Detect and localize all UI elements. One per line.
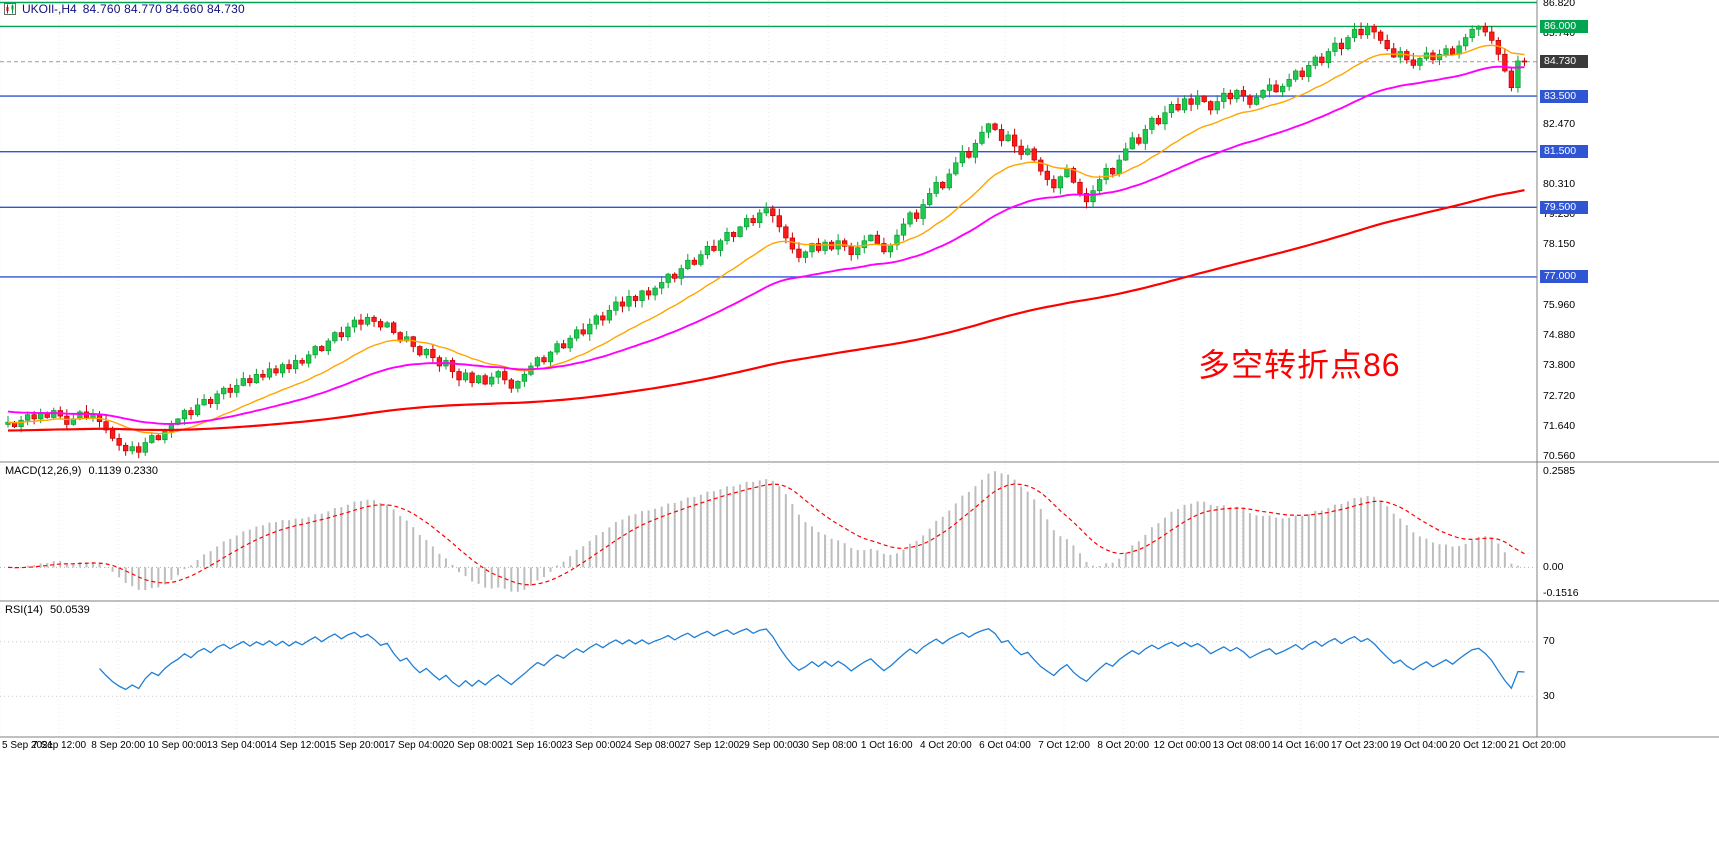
macd-signal-line	[7, 483, 1525, 586]
price-tick: 86.820	[1543, 0, 1576, 10]
macd-histogram	[13, 471, 1526, 592]
time-axis-label: 23 Sep 00:00	[561, 740, 621, 751]
horizontal-levels	[0, 1, 1537, 278]
price-tick: 78.150	[1543, 238, 1576, 251]
price-tick: 82.470	[1543, 118, 1576, 131]
rsi-line	[99, 628, 1525, 691]
chart-icon	[4, 3, 16, 15]
macd-label: MACD(12,26,9) 0.1139 0.2330	[5, 465, 162, 477]
time-axis-label: 17 Sep 04:00	[384, 740, 444, 751]
time-axis-label: 14 Sep 12:00	[265, 740, 326, 751]
time-axis-label: 13 Oct 08:00	[1212, 740, 1271, 751]
price-level-badge: 79.500	[1540, 200, 1588, 214]
candlestick-series	[5, 22, 1528, 459]
price-level-badge: 86.000	[1540, 19, 1588, 33]
price-scale: 86.820 85.740 82.470 80.310 79.230 78.150 75.9…	[1538, 0, 1719, 761]
symbol-info-bar: UKOIl-,H4 84.760 84.770 84.660 84.730	[4, 2, 245, 16]
time-axis-label: 13 Sep 04:00	[206, 740, 267, 751]
price-tick: 80.310	[1543, 178, 1576, 191]
price-tick: 74.880	[1543, 329, 1576, 342]
time-axis-label: 10 Sep 00:00	[147, 740, 208, 751]
ma-medium	[7, 65, 1525, 425]
rsi-level-30: 30	[1543, 689, 1555, 702]
time-axis-label: 20 Oct 12:00	[1449, 740, 1507, 751]
time-axis-label: 24 Sep 08:00	[620, 740, 681, 751]
time-axis-label: 7 Sep 12:00	[32, 740, 87, 751]
symbol-title: UKOIl-,H4	[22, 2, 77, 16]
price-level-badge: 81.500	[1540, 145, 1588, 159]
time-axis-label: 20 Sep 08:00	[443, 740, 503, 751]
macd-scale-zero: 0.00	[1543, 561, 1564, 574]
macd-name: MACD(12,26,9)	[5, 465, 82, 477]
price-level-badge: 83.500	[1540, 89, 1588, 103]
time-axis-label: 29 Sep 00:00	[738, 740, 799, 751]
time-axis-label: 27 Sep 12:00	[679, 740, 740, 751]
macd-values: 0.1139 0.2330	[88, 465, 159, 477]
time-axis-label: 1 Oct 16:00	[860, 740, 913, 751]
rsi-value: 50.0539	[49, 604, 90, 616]
ohlc-readout: 84.760 84.770 84.660 84.730	[82, 2, 245, 16]
time-axis-label: 6 Oct 04:00	[979, 740, 1031, 751]
price-tick: 70.560	[1543, 449, 1576, 462]
macd-scale-max: 0.2585	[1543, 465, 1576, 477]
price-tick: 73.800	[1543, 359, 1576, 372]
time-axis-label: 7 Oct 12:00	[1038, 740, 1090, 751]
time-axis-label: 19 Oct 04:00	[1390, 740, 1448, 751]
time-axis-label: 8 Sep 20:00	[91, 740, 146, 751]
time-axis-label: 8 Oct 20:00	[1097, 740, 1150, 751]
time-axis-label: 12 Oct 00:00	[1153, 740, 1211, 751]
time-axis: 5 Sep 2021 7 Sep 12:00 8 Sep 20:00 10 Sep 0…	[0, 740, 1719, 756]
price-tick: 75.960	[1543, 299, 1576, 312]
ma-slow	[7, 189, 1525, 432]
trend-annotation[interactable]: 多空转折点86	[1198, 347, 1401, 383]
rsi-level-70: 70	[1543, 635, 1555, 648]
time-axis-label: 5 Sep 2021	[2, 740, 54, 751]
time-axis-label: 14 Oct 16:00	[1271, 740, 1330, 751]
time-axis-label: 17 Oct 23:00	[1331, 740, 1389, 751]
current-price-badge: 84.730	[1540, 55, 1588, 69]
macd-scale-min: -0.1516	[1543, 587, 1579, 599]
price-tick: 72.720	[1543, 389, 1576, 402]
rsi-label: RSI(14) 50.0539	[5, 604, 94, 616]
price-level-badge: 77.000	[1540, 270, 1588, 284]
time-axis-label: 4 Oct 20:00	[919, 740, 972, 751]
ma-fast	[7, 44, 1525, 435]
price-tick: 71.640	[1543, 419, 1576, 432]
time-axis-label: 21 Oct 20:00	[1508, 740, 1566, 751]
time-axis-label: 21 Sep 16:00	[502, 740, 562, 751]
rsi-name: RSI(14)	[5, 604, 43, 616]
time-axis-label: 30 Sep 08:00	[797, 740, 858, 751]
time-axis-label: 15 Sep 20:00	[324, 740, 385, 751]
